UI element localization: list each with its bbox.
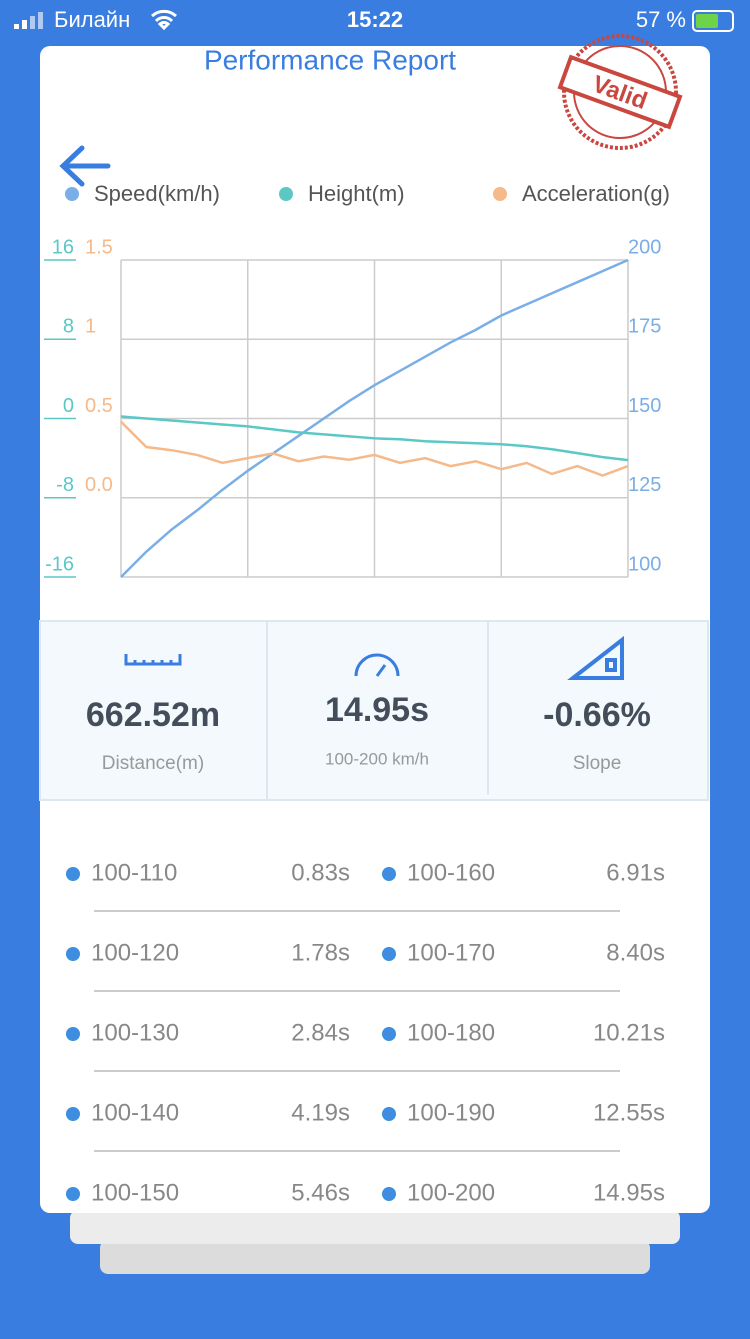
time: 1.78s [291,939,350,966]
range: 100-170 [407,939,495,966]
legend-dot [65,187,79,201]
range: 100-130 [91,1019,179,1046]
bullet [382,1027,396,1041]
range: 100-110 [91,859,177,886]
signal [14,12,43,29]
battery [692,10,734,32]
y-tick-label: 0 [63,395,74,417]
time: 8.40s [606,939,665,966]
legend-dot [279,187,293,201]
y3-tick-label: 1 [85,316,96,338]
y2-tick-label: 175 [628,316,661,338]
series-line [120,420,629,477]
y3-tick-label: 1.5 [85,236,113,258]
y3-tick-label: 0.0 [85,474,113,496]
series-line [120,415,629,462]
bullet [66,1187,80,1201]
back-button[interactable] [59,145,111,187]
slope-icon [567,635,624,680]
time: 2.84s [291,1019,350,1046]
bullet [66,1027,80,1041]
y-tick-label: 16 [52,236,74,258]
time: 10.21s [593,1019,665,1046]
y-tick-label: -16 [45,553,74,575]
bullet [382,867,396,881]
gauge-icon [354,653,400,677]
time: 12.55s [593,1099,665,1126]
battery-level [696,14,718,28]
stats: 662.52m Distance(m) 14.95s 100-200 km/h -0.6… [86,691,651,774]
title: Performance Report [204,44,456,75]
time: 0.83s [291,859,350,886]
bullet [382,1187,396,1201]
clock: 15:22 [347,7,403,32]
time: 4.19s [291,1099,350,1126]
times-list: 100-110 0.83s 100-120 1.78s 100-130 2.84s 100-… [66,859,665,1206]
carrier: Билайн [54,7,130,32]
stat-value: 662.52m [86,696,220,734]
y3-tick-label: 0.5 [85,395,113,417]
range: 100-140 [91,1099,179,1126]
battery-text: 57 % [636,7,686,32]
legend-label: Acceleration(g) [522,181,670,206]
range: 100-120 [91,939,179,966]
legend-label: Speed(km/h) [94,181,220,206]
bullet [66,947,80,961]
bullet [66,1107,80,1121]
stat-label: Slope [573,753,622,774]
stat-value: 14.95s [325,691,429,729]
range: 100-190 [407,1099,495,1126]
stat-label: Distance(m) [102,753,204,774]
stats-panel [39,620,709,801]
bullet [382,947,396,961]
y2-tick-label: 125 [628,474,661,496]
stat-label: 100-200 km/h [325,749,429,768]
range: 100-150 [91,1179,179,1206]
y2-tick-label: 200 [628,236,661,258]
y-tick-label: 8 [63,316,74,338]
wifi [151,9,177,31]
series-line [120,258,629,578]
stat-value: -0.66% [543,696,651,734]
card-back1 [70,1210,680,1244]
legend-dot [493,187,507,201]
range: 100-200 [407,1179,495,1206]
bullet [382,1107,396,1121]
y2-tick-label: 100 [628,553,661,575]
ruler-icon [124,654,182,666]
card-back2 [100,1240,650,1274]
y-tick-label: -8 [56,474,74,496]
time: 14.95s [593,1179,665,1206]
time: 6.91s [606,859,665,886]
chart: -16 -8 0 8 16 0.0 0.5 1 1.5 100 125 150 175 200 Speed(… [44,181,670,578]
legend-label: Height(m) [308,181,405,206]
range: 100-160 [407,859,495,886]
range: 100-180 [407,1019,495,1046]
time: 5.46s [291,1179,350,1206]
bullet [66,867,80,881]
y2-tick-label: 150 [628,395,661,417]
